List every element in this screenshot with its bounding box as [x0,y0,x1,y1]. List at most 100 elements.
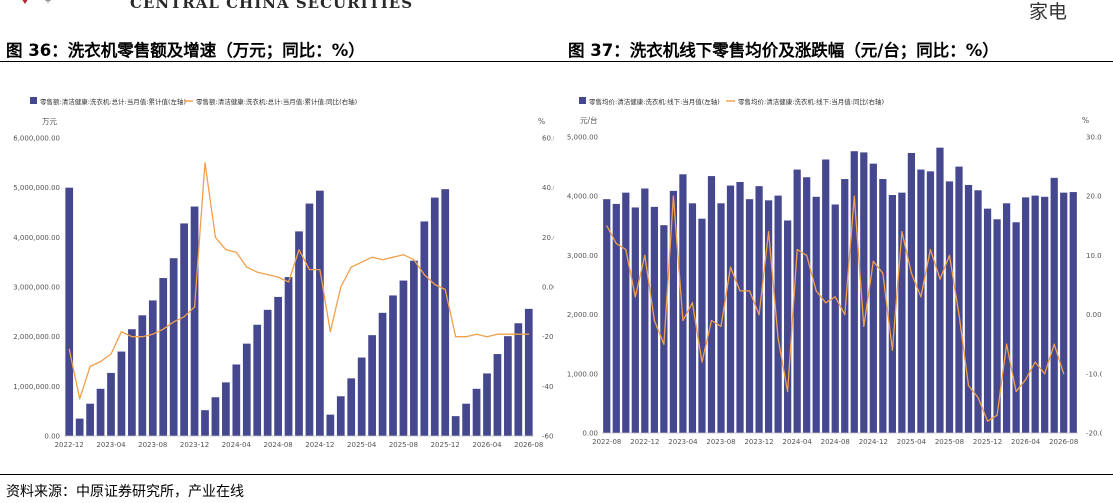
line-point [701,361,703,363]
line-point [977,396,979,399]
line-point [277,276,279,278]
line-point [758,314,760,316]
bar [472,388,481,436]
bar [707,176,716,433]
bar [764,200,773,433]
bar [169,258,178,436]
x-axis-tick: 2023-04 [96,441,126,449]
bar [65,187,74,436]
bar [1069,192,1077,433]
bar [430,197,439,436]
report-header: CENTRAL CHINA SECURITIES 家电 [0,0,1113,30]
line-point [644,254,646,256]
line-point [214,236,217,238]
bar [504,336,512,436]
figure-37-text: 洗衣机线下零售均价及涨跌幅（元/台；同比：%） [629,41,999,60]
x-axis-tick: 2023-08 [138,441,167,449]
bar [378,312,387,436]
right-axis-tick: 60.00 [542,135,554,143]
x-axis-tick: 2026-04 [472,441,502,449]
line-point [68,348,70,350]
line-point [256,271,258,273]
bar [75,418,84,436]
bar [357,357,366,436]
line-point [423,273,425,276]
line-point [173,321,175,323]
line-point [267,273,269,276]
x-axis-tick: 2025-04 [897,438,927,446]
bar [898,192,906,433]
bar [945,181,954,433]
bar [336,396,345,436]
line-point [434,283,436,286]
bar [936,147,944,433]
bar [622,192,630,433]
line-point [1006,343,1008,345]
x-axis-tick: 2023-12 [744,438,773,446]
line-point [948,254,951,256]
bar [679,174,687,433]
bar [1022,197,1030,433]
line-point [1034,361,1036,363]
bar [242,343,251,436]
line-point [350,266,352,268]
x-axis-tick: 2024-08 [821,438,850,446]
line-point [691,302,694,304]
bar [850,151,858,433]
bar [974,190,982,433]
x-axis-tick: 2022-12 [630,438,659,446]
source-divider [0,474,1113,475]
bar [822,159,830,433]
bar [295,231,303,436]
figure-36-label: 图 36： [6,41,68,60]
bar [726,185,735,433]
bar [641,188,649,433]
bar [232,364,241,436]
line-point [787,390,789,393]
line-point [682,319,684,322]
line-point [496,333,499,335]
bar [964,184,973,433]
line-point [768,231,770,233]
line-point [929,248,932,251]
bar [926,171,935,433]
bar [410,260,418,436]
bar [284,277,293,436]
chart-retail-price: 零售均价:清洁健康:洗衣机:线下:当月值(左轴) 零售均价:清洁健康:洗衣机:线下… [567,97,1102,446]
bar [1050,177,1058,433]
x-axis-tick: 2024-04 [222,441,252,449]
x-axis-tick: 2022-08 [592,438,621,446]
left-axis-tick: 2,000.00 [567,311,598,319]
bar [784,220,792,433]
bar [420,221,429,436]
bar [368,335,376,436]
line-point [361,261,363,263]
line-point [720,325,722,328]
bar [603,199,611,433]
bar [1002,203,1011,433]
line-point [131,336,133,338]
line-point [507,333,509,335]
line-point [402,254,405,256]
left-axis-tick: 6,000,000.00 [13,135,60,143]
line-point [739,290,741,292]
line-point [120,331,123,333]
line-point [796,248,798,251]
bar [1031,195,1039,433]
bar [736,181,744,433]
line-point [815,290,817,292]
line-point [110,353,112,355]
figure-36-text: 洗衣机零售额及增速（万元；同比：%） [67,41,365,60]
left-axis-tick: 4,000.00 [567,193,598,201]
bar [180,223,188,436]
bar [688,203,697,433]
line-point [806,254,808,256]
bar [869,163,877,433]
line-point [381,259,384,261]
right-axis-tick: -10.00 [1086,370,1102,378]
line-point [193,306,196,308]
x-axis-tick: 2024-12 [305,441,334,449]
left-axis-tick: 3,000.00 [567,252,598,260]
line-point [371,256,373,258]
right-axis-tick: 40.00 [542,184,554,192]
